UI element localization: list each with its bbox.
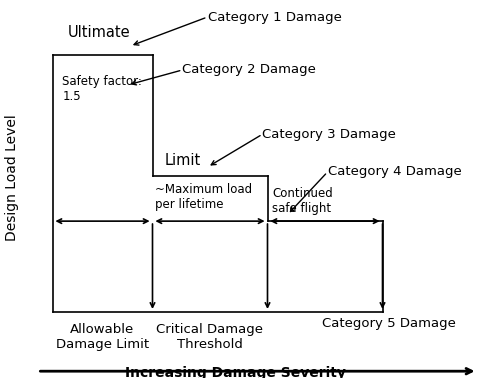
- Text: Continued
safe flight: Continued safe flight: [272, 187, 333, 215]
- Text: Category 3 Damage: Category 3 Damage: [262, 128, 396, 141]
- Text: Design Load Level: Design Load Level: [6, 114, 20, 241]
- Text: Critical Damage
Threshold: Critical Damage Threshold: [156, 323, 264, 351]
- Text: Ultimate: Ultimate: [68, 25, 130, 40]
- Text: ~Maximum load
per lifetime: ~Maximum load per lifetime: [155, 183, 252, 211]
- Text: Limit: Limit: [165, 153, 201, 168]
- Text: Safety factor:
1.5: Safety factor: 1.5: [62, 75, 142, 103]
- Text: Category 4 Damage: Category 4 Damage: [328, 166, 461, 178]
- Text: Category 1 Damage: Category 1 Damage: [208, 11, 342, 23]
- Text: Category 2 Damage: Category 2 Damage: [182, 64, 316, 76]
- Text: Allowable
Damage Limit: Allowable Damage Limit: [56, 323, 149, 351]
- Text: Increasing Damage Severity: Increasing Damage Severity: [124, 366, 346, 378]
- Text: Category 5 Damage: Category 5 Damage: [322, 317, 456, 330]
